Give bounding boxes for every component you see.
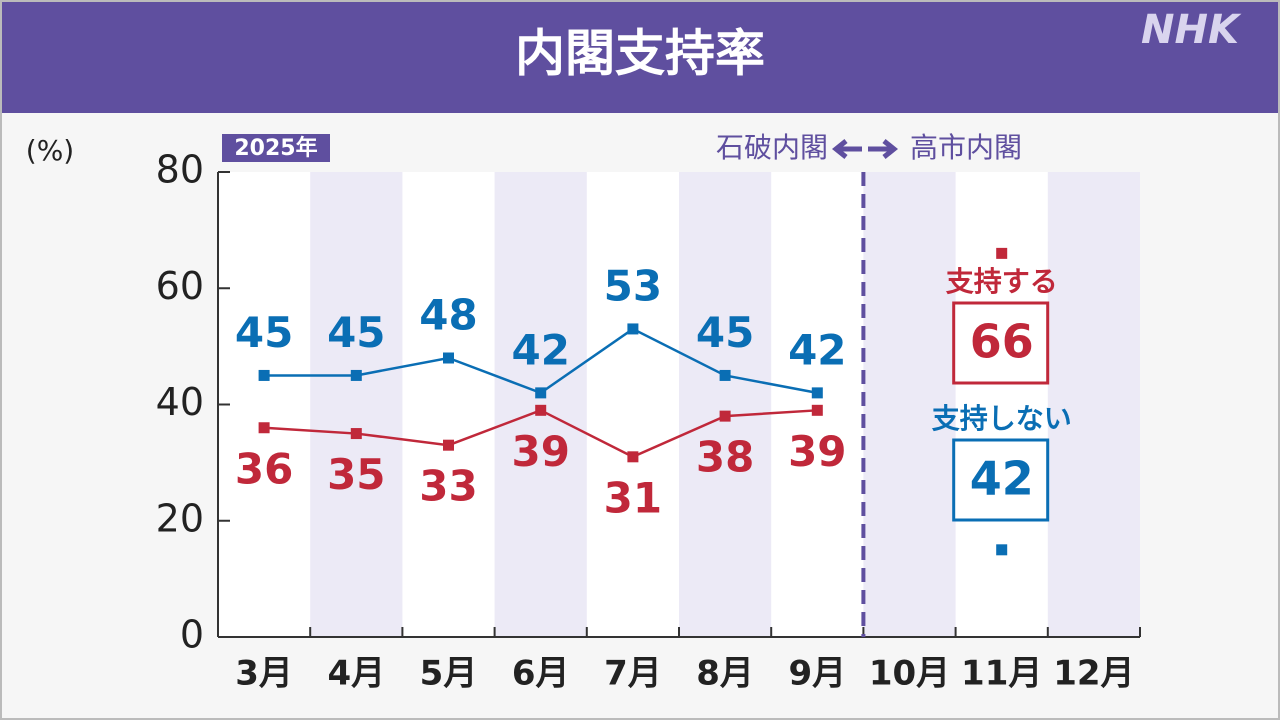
shade-band [679,172,772,637]
marker [996,544,1008,556]
chart-title: 内閣支持率 [515,25,765,83]
marker [719,410,731,422]
x-tick-label: 9月 [788,654,846,694]
marker [443,352,454,364]
x-tick-label: 12月 [1053,654,1134,694]
box-value: 42 [970,452,1034,506]
shade-band [863,172,956,637]
y-tick-label: 20 [156,496,204,540]
x-tick-label: 3月 [235,654,293,694]
data-label: 35 [327,450,385,499]
x-tick-label: 4月 [327,654,385,694]
data-label: 39 [511,427,569,476]
y-tick-label: 60 [156,264,204,308]
y-tick-label: 80 [156,148,204,192]
data-label: 36 [235,444,293,493]
marker [535,404,547,416]
data-label: 45 [696,308,754,357]
data-label: 33 [419,462,477,511]
x-tick-label: 8月 [696,654,754,694]
marker [719,369,731,381]
value-box [952,301,1050,385]
data-label: 53 [604,261,662,310]
x-tick-label: 10月 [869,654,950,694]
marker [258,369,270,381]
marker [535,387,547,399]
marker [350,369,362,381]
box-value: 66 [970,315,1034,369]
marker [350,428,362,440]
value-box [952,438,1050,522]
brand-logo: NHK [1141,7,1242,53]
x-tick-label: 11月 [961,654,1042,694]
year-label: 2025年 [234,135,317,161]
data-label: 31 [604,473,662,522]
marker [996,247,1008,259]
era-right: 高市内閣 [910,131,1022,164]
shade-band [1047,172,1140,637]
marker [258,422,270,434]
header [0,0,1280,113]
data-label: 38 [696,433,754,482]
data-label: 42 [788,325,846,374]
shade-band [310,172,403,637]
year-badge [222,134,330,162]
box-name: 支持しない [932,402,1072,435]
box-name: 支持する [946,265,1058,298]
marker [627,323,639,335]
x-tick-label: 6月 [512,654,570,694]
shade-band [494,172,587,637]
data-label: 39 [788,427,846,476]
x-tick-label: 5月 [420,654,478,694]
marker [627,451,639,463]
marker [443,439,454,451]
data-label: 45 [327,308,385,357]
data-label: 42 [511,325,569,374]
y-axis-label: (%) [26,134,74,167]
marker [811,387,823,399]
era-arrows [831,139,899,159]
era-left: 石破内閣 [716,131,828,164]
x-tick-label: 7月 [604,654,662,694]
y-tick-label: 0 [180,613,204,657]
marker [811,404,823,416]
data-label: 48 [419,291,477,340]
y-tick-label: 40 [156,380,204,424]
data-label: 45 [235,308,293,357]
